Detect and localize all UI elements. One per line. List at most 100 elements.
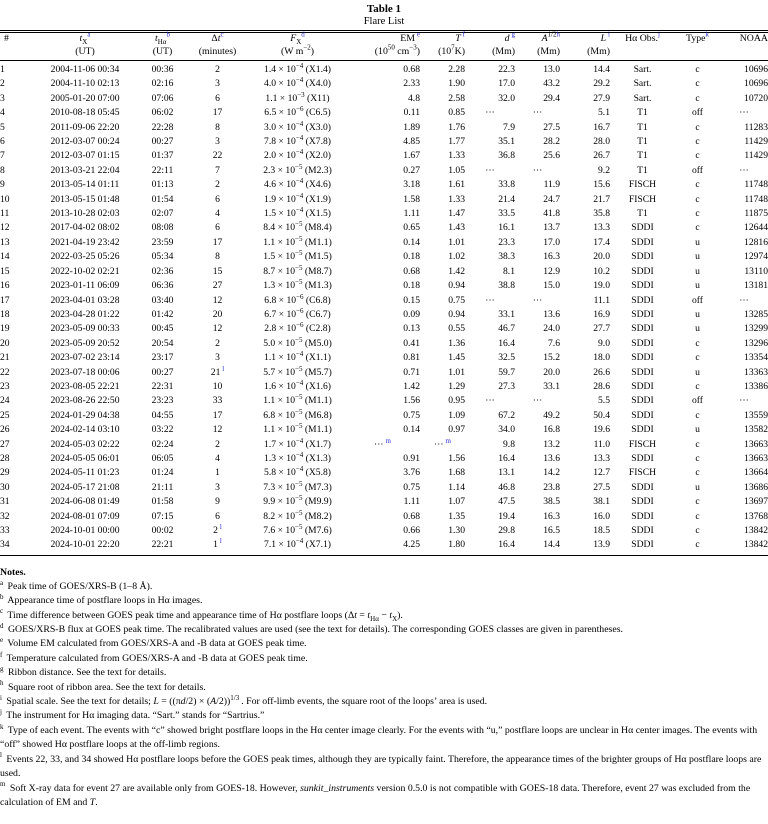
cell-noaa: 13664 xyxy=(744,467,768,479)
cell-t-x: 2022-10-02 02:21 xyxy=(50,265,120,277)
column-unit-f-x: (W m−2) xyxy=(250,44,345,61)
cell-temp: 1.43 xyxy=(448,222,465,234)
cell-t-x: 2023-07-18 00:06 xyxy=(50,366,120,378)
cell-ha-obs: Sart. xyxy=(633,78,652,90)
cell-delta-t: 3 xyxy=(215,136,220,148)
cell-delta-t: 6 xyxy=(215,92,220,104)
cell-temp: 1.05 xyxy=(448,164,465,176)
cell-delta-t: 8 xyxy=(215,251,220,263)
note-h: h Square root of ribbon area. See the te… xyxy=(0,679,206,693)
cell-type: c xyxy=(695,496,700,508)
cell-l: 11.1 xyxy=(593,294,610,306)
cell-noaa: 11429 xyxy=(744,150,768,162)
cell-t-ha: 00:27 xyxy=(151,366,174,378)
cell-em: 1.67 xyxy=(403,150,420,162)
cell-f-x: 1.1 × 10−5 (M1.1) xyxy=(263,393,332,407)
cell-delta-t: 2 xyxy=(215,64,220,75)
table-row: 20 2023-05-09 20:52 20:54 2 5.0 × 10−5 (M5.0… xyxy=(0,336,768,351)
cell-delta-t: 21 l xyxy=(210,364,225,378)
cell-delta-t: 33 xyxy=(212,395,223,407)
cell-temp: 1.14 xyxy=(448,481,465,493)
cell-delta-t: 2 xyxy=(215,179,220,191)
cell-type: c xyxy=(695,452,700,464)
cell-l: 18.5 xyxy=(593,525,610,536)
cell-ha-obs: SDDI xyxy=(631,251,654,263)
cell-d: 13.1 xyxy=(498,467,515,479)
cell-a-sqrt: 13.6 xyxy=(543,308,560,320)
cell-num: 32 xyxy=(0,510,10,522)
table-row: 11 2013-10-28 02:03 02:07 4 1.5 × 10−4 (X1.5… xyxy=(0,206,768,221)
cell-num: 23 xyxy=(0,380,10,392)
cell-delta-t: 2 xyxy=(215,337,220,349)
cell-type: c xyxy=(695,409,700,421)
cell-d: 22.3 xyxy=(498,64,515,75)
cell-d: 46.8 xyxy=(498,481,515,493)
cell-em: 4.25 xyxy=(345,538,420,556)
cell-t-x: 2005-01-20 07:00 xyxy=(50,92,120,104)
cell-t-ha: 01:58 xyxy=(151,496,174,508)
cell-temp: 1.77 xyxy=(448,136,465,148)
cell-f-x: 7.8 × 10−4 (X7.8) xyxy=(264,133,331,148)
cell-em: 3.18 xyxy=(403,179,420,191)
cell-em: 1.56 xyxy=(403,395,420,407)
cell-a-sqrt: 43.2 xyxy=(543,78,560,90)
cell-d: 17.0 xyxy=(498,78,515,90)
cell-temp: 1.01 xyxy=(448,236,465,248)
cell-f-x: 5.8 × 10−4 (X5.8) xyxy=(264,465,331,479)
cell-t-x: 2013-10-28 02:03 xyxy=(50,208,120,220)
cell-delta-t: 8 xyxy=(215,121,220,133)
note-j: j The instrument for Hα imaging data. “S… xyxy=(0,708,265,722)
cell-noaa: 11283 xyxy=(744,121,768,133)
cell-noaa: 13363 xyxy=(744,366,768,378)
cell-noaa: ⋯ xyxy=(739,164,749,176)
cell-em: 0.75 xyxy=(403,409,420,421)
cell-delta-t: 15 xyxy=(212,265,223,277)
cell-t-x: 2017-04-02 08:02 xyxy=(50,222,120,234)
column-header-d: d g xyxy=(504,30,515,44)
cell-t-x: 2024-10-01 22:20 xyxy=(30,538,140,556)
cell-num: 16 xyxy=(0,280,10,292)
cell-num: 21 xyxy=(0,352,10,364)
table-row: 30 2024-05-17 21:08 21:11 3 7.3 × 10−5 (M7.3… xyxy=(0,480,768,495)
cell-num: 18 xyxy=(0,308,10,320)
cell-temp: 2.58 xyxy=(448,92,465,104)
column-header-ha-obs: Hα Obs.j xyxy=(625,30,660,44)
cell-l: 27.9 xyxy=(593,92,610,104)
cell-a-sqrt: 16.3 xyxy=(543,510,560,522)
cell-num: 13 xyxy=(0,236,10,248)
cell-d: 35.1 xyxy=(498,136,515,148)
cell-noaa: 11748 xyxy=(744,193,768,205)
cell-num: 15 xyxy=(0,265,10,277)
cell-temp: 1.35 xyxy=(448,510,465,522)
column-unit-t-ha: (UT) xyxy=(140,45,185,61)
cell-f-x: 6.7 × 10−6 (C6.7) xyxy=(264,306,331,320)
cell-noaa: 13582 xyxy=(744,424,768,436)
column-header-num: # xyxy=(4,33,9,44)
note-i: i Spatial scale. See the text for detail… xyxy=(0,693,488,708)
cell-t-x: 2023-04-01 03:28 xyxy=(50,294,120,306)
cell-l: 5.1 xyxy=(598,107,610,119)
cell-t-ha: 06:02 xyxy=(151,107,174,119)
cell-num: 14 xyxy=(0,251,10,263)
cell-em: 0.18 xyxy=(403,280,420,292)
cell-t-ha: 23:17 xyxy=(151,352,174,364)
cell-type: c xyxy=(695,222,700,234)
column-header-type: Typek xyxy=(686,30,709,44)
cell-t-x: 2024-05-11 01:23 xyxy=(50,467,120,479)
cell-ha-obs: SDDI xyxy=(610,538,675,556)
cell-type: c xyxy=(695,380,700,392)
cell-ha-obs: SDDI xyxy=(631,481,654,493)
cell-t-x: 2024-02-14 03:10 xyxy=(50,424,120,436)
cell-t-x: 2024-05-17 21:08 xyxy=(50,481,120,493)
table-row: 3 2005-01-20 07:00 07:06 6 1.1 × 10−3 (X11) 4… xyxy=(0,91,768,106)
cell-d: 8.1 xyxy=(503,265,515,277)
note-m: m Soft X-ray data for event 27 are avail… xyxy=(0,780,751,808)
cell-delta-t: 17 xyxy=(212,107,223,119)
cell-type: u xyxy=(695,308,700,320)
table-row: 33 2024-10-01 00:00 00:02 2 l 7.6 × 10−5 (M7… xyxy=(0,523,768,538)
cell-noaa: 13285 xyxy=(744,308,768,320)
cell-em: 0.68 xyxy=(403,510,420,522)
cell-ha-obs: SDDI xyxy=(631,222,654,234)
cell-t-x: 2013-05-15 01:48 xyxy=(50,193,120,205)
cell-num: 26 xyxy=(0,424,10,436)
